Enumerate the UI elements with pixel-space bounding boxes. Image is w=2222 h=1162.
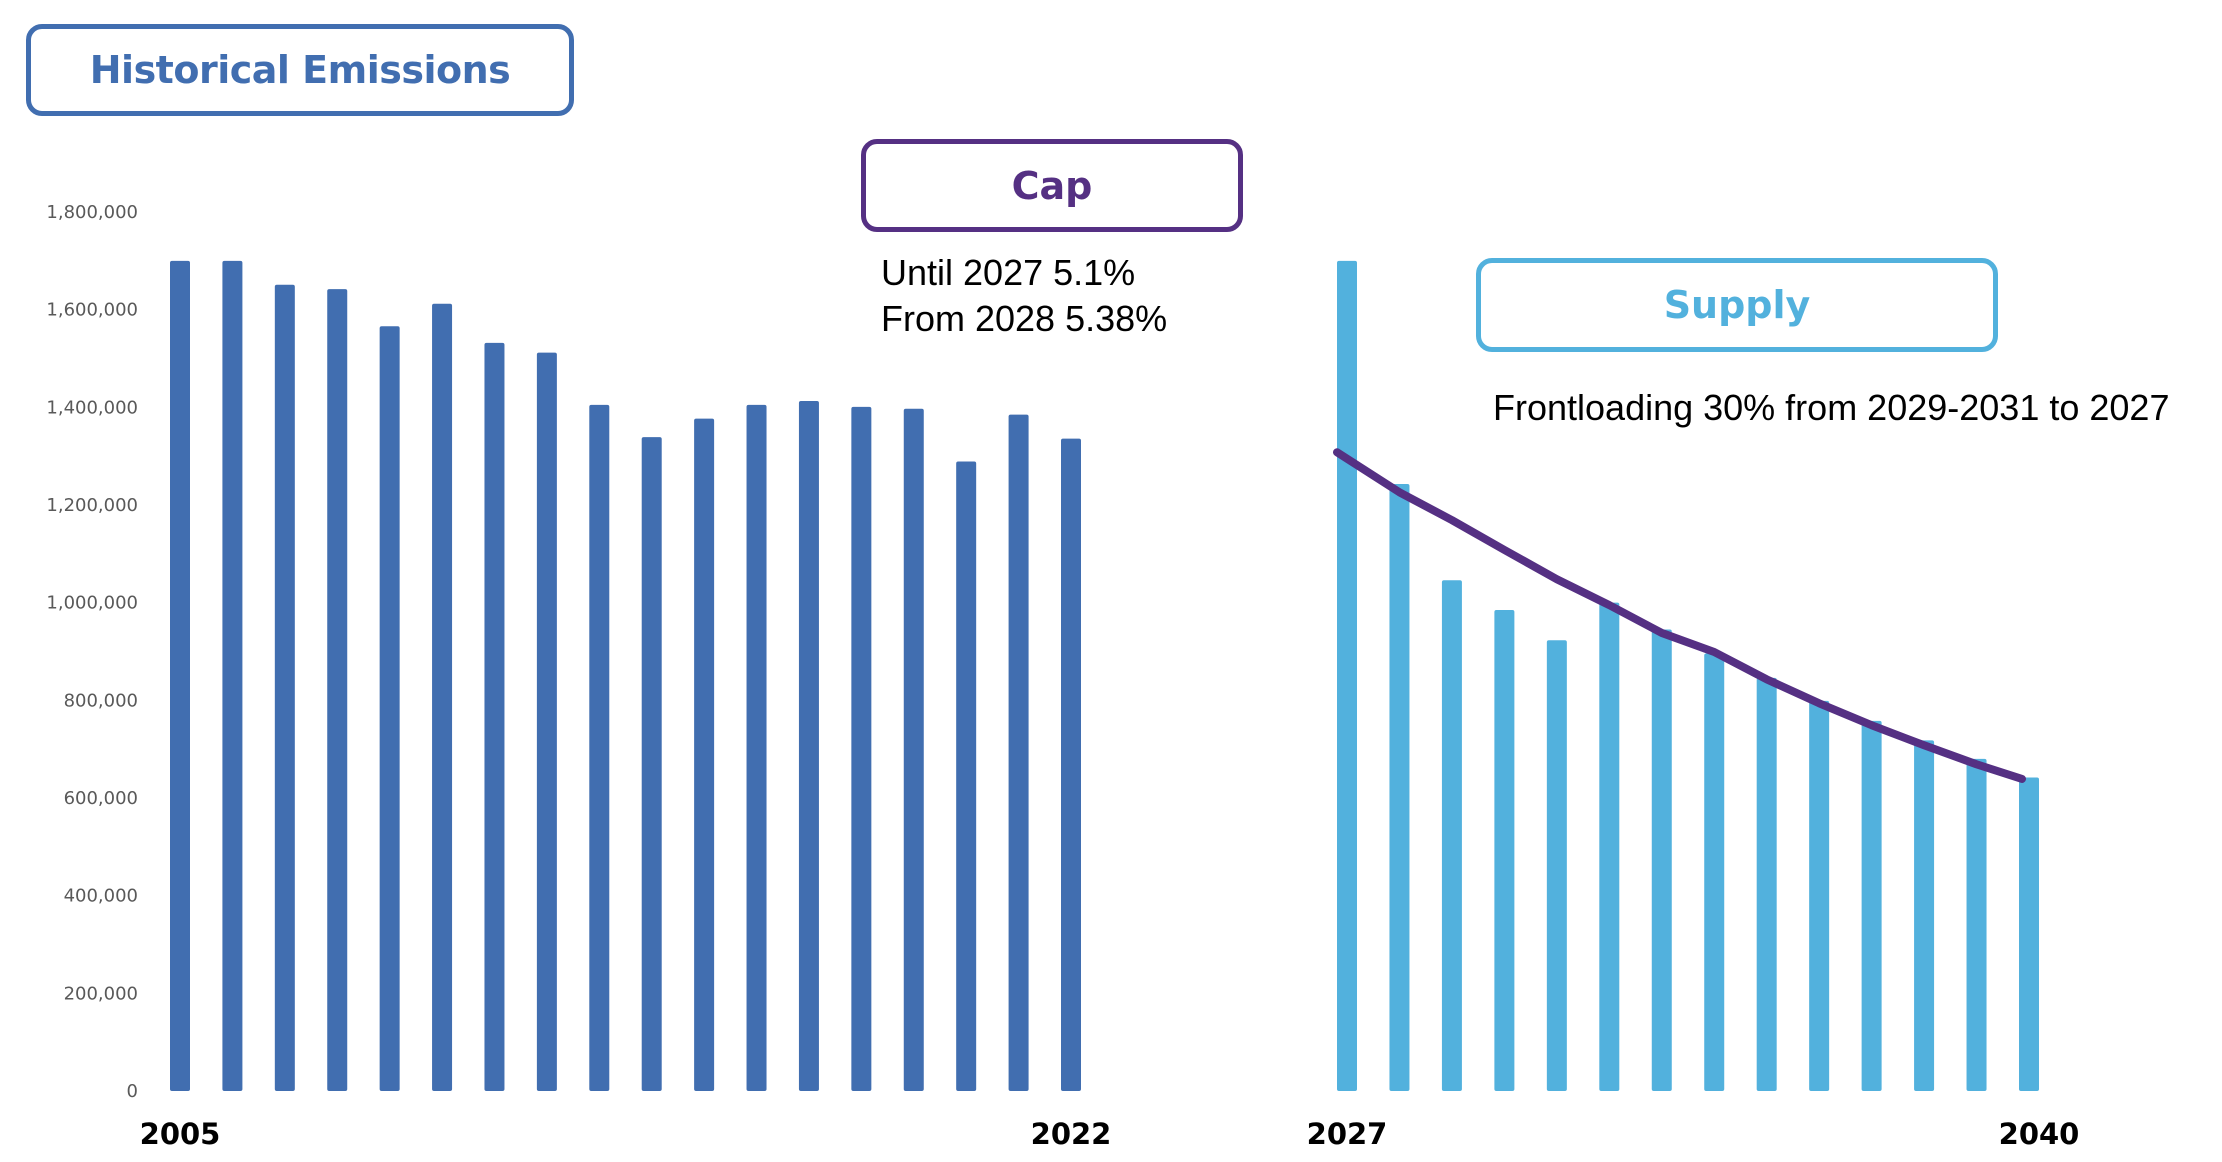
cap-point-2040	[2021, 778, 2023, 780]
supply-title: Supply	[1663, 283, 1811, 327]
cap-point-2034	[1713, 651, 1715, 653]
supply-title-box: Supply	[1476, 258, 1998, 352]
y-tick-label: 600,000	[64, 788, 138, 809]
y-tick-label: 1,800,000	[46, 202, 138, 223]
y-tick-label: 1,600,000	[46, 300, 138, 321]
cap-point-2035	[1766, 678, 1768, 680]
supply-bar-2027	[1337, 260, 1357, 1091]
y-axis-ticks: 0 200,000 400,000 600,000 800,000 1,000,000 1,…	[46, 202, 138, 1102]
y-tick-label: 400,000	[64, 886, 138, 907]
supply-note: Frontloading 30% from 2029-2031 to 2027	[1493, 387, 2170, 428]
y-tick-label: 1,400,000	[46, 397, 138, 418]
supply-bar-2032	[1599, 602, 1620, 1091]
cap-point-2039	[1976, 763, 1978, 765]
historical-bar-2013	[589, 404, 610, 1091]
supply-bar-2030	[1494, 609, 1515, 1091]
cap-point-2033	[1661, 632, 1663, 634]
cap-line-group	[1333, 448, 2026, 783]
supply-bar-2035	[1756, 677, 1777, 1091]
historical-bar-2022	[1061, 438, 1081, 1091]
historical-bar-2011	[484, 342, 505, 1092]
supply-bar-2037	[1861, 720, 1882, 1091]
historical-bar-2010	[432, 303, 453, 1092]
cap-line	[1333, 448, 2026, 783]
historical-bar-2009	[379, 326, 400, 1091]
y-tick-label: 200,000	[64, 983, 138, 1004]
cap-note-line-2: From 2028 5.38%	[881, 298, 1168, 339]
cap-point-2028	[1398, 491, 1400, 493]
y-tick-label: 0	[127, 1081, 138, 1102]
cap-point-2032	[1608, 604, 1610, 606]
cap-point-2029	[1451, 519, 1453, 521]
supply-bar-2031	[1546, 640, 1567, 1091]
historical-bar-2006	[222, 260, 243, 1091]
historical-bar-2019	[903, 408, 924, 1091]
x-axis-ticks: 2005 2022 2027 2040	[140, 1117, 2080, 1151]
cap-point-2036	[1818, 702, 1820, 704]
historical-bar-2008	[327, 289, 348, 1091]
historical-emissions-title-box: Historical Emissions	[26, 24, 574, 116]
cap-point-2027	[1336, 451, 1338, 453]
historical-emissions-title: Historical Emissions	[89, 48, 511, 92]
historical-bar-2016	[746, 404, 767, 1091]
y-tick-label: 1,000,000	[46, 593, 138, 614]
historical-bar-2017	[798, 400, 819, 1091]
cap-title-box: Cap	[861, 139, 1243, 232]
supply-bar-2040	[2019, 777, 2039, 1091]
cap-point-2038	[1923, 744, 1925, 746]
x-tick-label-hist-start: 2005	[140, 1117, 221, 1151]
historical-bar-2020	[956, 461, 977, 1091]
y-tick-label: 1,200,000	[46, 495, 138, 516]
x-tick-label-supply-start: 2027	[1307, 1117, 1388, 1151]
supply-bar-2033	[1651, 629, 1672, 1091]
supply-bar-2028	[1389, 484, 1410, 1091]
historical-bar-2021	[1008, 414, 1029, 1091]
cap-notes: Until 2027 5.1% From 2028 5.38%	[881, 250, 1167, 342]
cap-point-2030	[1503, 549, 1505, 551]
cap-note-line-1: Until 2027 5.1%	[881, 252, 1136, 293]
supply-bar-2039	[1966, 758, 1987, 1091]
supply-bar-2036	[1809, 700, 1830, 1091]
supply-bar-2034	[1704, 653, 1725, 1091]
historical-bar-2018	[851, 406, 872, 1092]
x-tick-label-supply-end: 2040	[1999, 1117, 2080, 1151]
historical-bar-2012	[536, 352, 557, 1091]
historical-bar-2014	[641, 437, 662, 1091]
cap-title: Cap	[1011, 163, 1093, 208]
cap-point-2037	[1871, 724, 1873, 726]
supply-bar-2038	[1914, 740, 1935, 1091]
supply-bar-2029	[1441, 580, 1462, 1091]
historical-bar-2005	[170, 260, 190, 1091]
y-tick-label: 800,000	[64, 690, 138, 711]
historical-bar-2015	[694, 418, 715, 1091]
cap-point-2031	[1556, 578, 1558, 580]
historical-bars	[170, 260, 1081, 1092]
historical-bar-2007	[274, 284, 295, 1091]
supply-bars	[1337, 260, 2039, 1091]
x-tick-label-hist-end: 2022	[1031, 1117, 1112, 1151]
